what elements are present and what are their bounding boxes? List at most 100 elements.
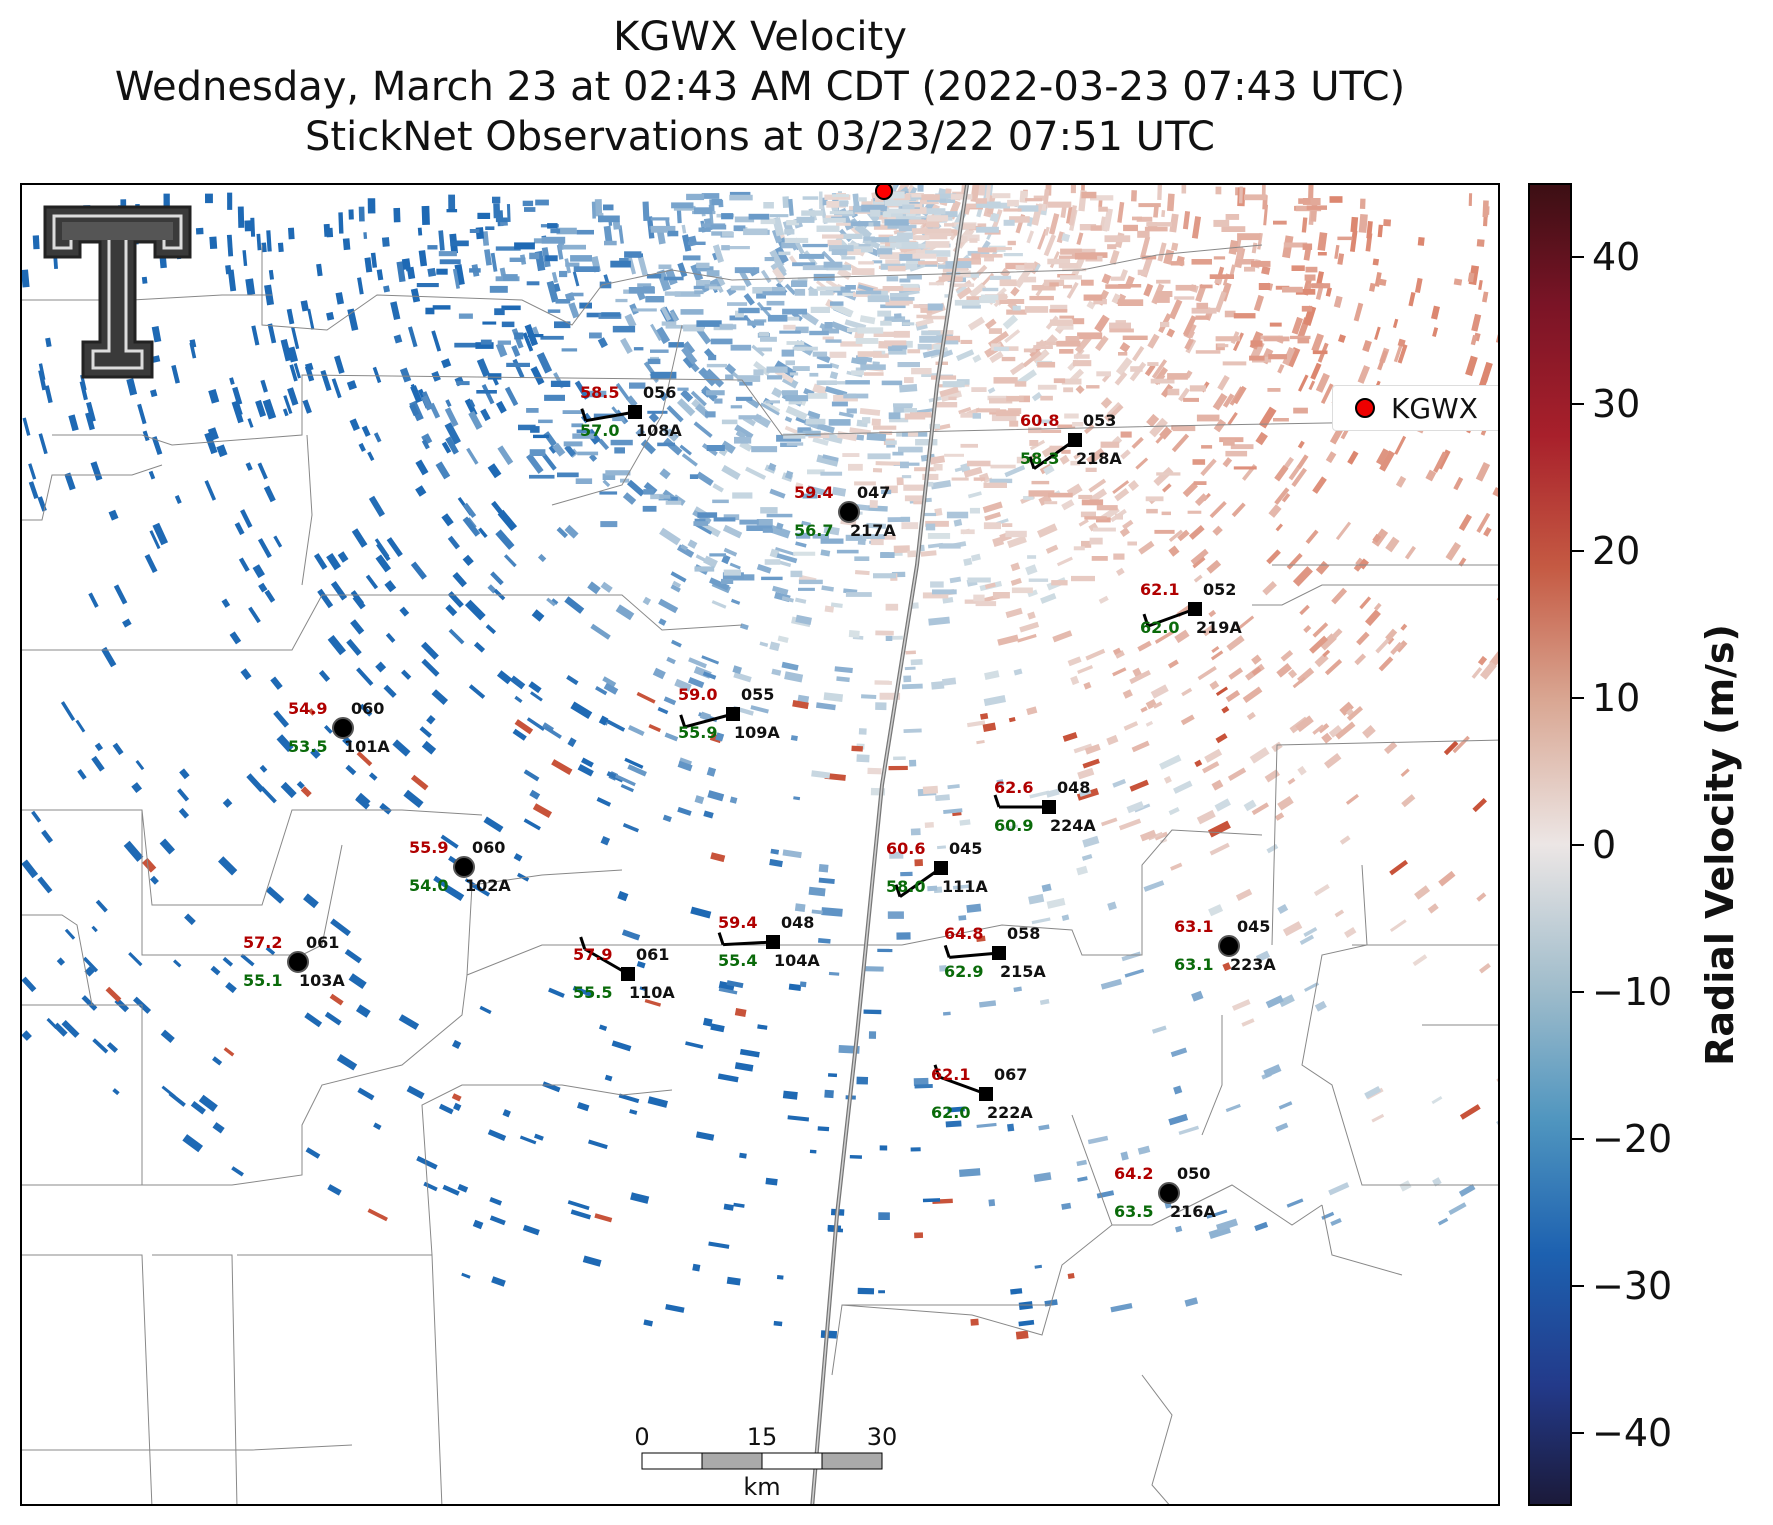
velocity-gate [1049, 213, 1060, 235]
velocity-gate [1071, 318, 1085, 325]
velocity-gate [807, 410, 821, 420]
velocity-gate [1009, 362, 1026, 376]
velocity-gate [772, 217, 785, 237]
station-pressure: 048 [1057, 778, 1090, 797]
velocity-gate [1221, 705, 1230, 714]
velocity-gate [495, 400, 507, 414]
radar-map[interactable]: 58.5 056 57.0 108A 60.8 053 58.3 218A 59.4 047 56.… [20, 183, 1500, 1506]
velocity-gate [756, 519, 773, 526]
velocity-gate [776, 1275, 784, 1280]
velocity-gate [1045, 544, 1059, 554]
velocity-gate [326, 552, 342, 571]
station-temperature: 55.9 [409, 838, 448, 857]
velocity-gate [1170, 1047, 1188, 1058]
colorbar-tick [1572, 990, 1584, 993]
velocity-gate [730, 285, 746, 291]
velocity-gate [721, 464, 741, 480]
velocity-gate [1275, 1122, 1289, 1132]
velocity-gate [126, 378, 138, 396]
velocity-gate [45, 337, 52, 348]
velocity-gate [444, 407, 459, 427]
velocity-gate [1266, 843, 1279, 854]
velocity-gate [1077, 767, 1095, 780]
velocity-gate [1000, 268, 1011, 279]
velocity-gate [886, 208, 910, 214]
velocity-gate [304, 1012, 323, 1028]
velocity-gate [904, 666, 916, 671]
velocity-gate [227, 192, 233, 210]
velocity-gate [659, 527, 681, 546]
velocity-gate [681, 453, 698, 467]
velocity-gate [367, 1208, 388, 1222]
velocity-gate [151, 326, 162, 343]
velocity-gate [1153, 203, 1159, 218]
velocity-gate [31, 810, 42, 823]
velocity-gate [318, 670, 331, 682]
velocity-gate [600, 581, 613, 593]
velocity-gate [784, 671, 804, 683]
velocity-gate [934, 402, 958, 408]
velocity-gate [940, 349, 954, 359]
velocity-gate [958, 915, 967, 921]
velocity-gate [1335, 721, 1356, 740]
velocity-gate [308, 708, 316, 716]
velocity-gate [626, 479, 645, 497]
velocity-gate [900, 283, 919, 290]
velocity-gate [989, 478, 1013, 484]
velocity-gate [992, 592, 1010, 599]
velocity-gate [733, 671, 752, 683]
velocity-gate [1496, 1112, 1498, 1127]
velocity-gate [697, 266, 714, 272]
velocity-gate [706, 767, 717, 777]
velocity-gate [1492, 487, 1498, 498]
velocity-gate [930, 581, 944, 588]
velocity-gate [257, 538, 272, 559]
velocity-gate [901, 475, 912, 479]
velocity-gate [1156, 291, 1173, 297]
velocity-gate [544, 725, 562, 739]
velocity-gate [681, 234, 692, 252]
velocity-gate [421, 740, 437, 755]
velocity-gate [1250, 340, 1263, 347]
velocity-gate [544, 394, 565, 401]
velocity-gate [820, 471, 843, 476]
velocity-gate [1140, 236, 1151, 259]
velocity-gate [469, 268, 481, 273]
velocity-gate [1072, 360, 1092, 367]
velocity-gate [791, 280, 808, 287]
velocity-gate [593, 413, 616, 419]
velocity-gate [1132, 216, 1142, 221]
velocity-gate [1111, 293, 1121, 304]
velocity-gate [827, 1073, 838, 1078]
velocity-gate [564, 444, 576, 458]
velocity-gate [940, 211, 958, 218]
velocity-gate [182, 1134, 204, 1153]
velocity-gate [914, 467, 937, 472]
velocity-gate [769, 214, 789, 218]
velocity-gate [1237, 233, 1261, 241]
velocity-gate [1225, 1103, 1241, 1113]
velocity-gate [733, 1202, 745, 1208]
wind-barb [1147, 607, 1196, 628]
velocity-gate [1028, 893, 1045, 905]
velocity-gate [1255, 431, 1268, 446]
scale-seg-3 [761, 1452, 823, 1470]
velocity-gate [898, 287, 920, 291]
velocity-gate [581, 757, 594, 768]
